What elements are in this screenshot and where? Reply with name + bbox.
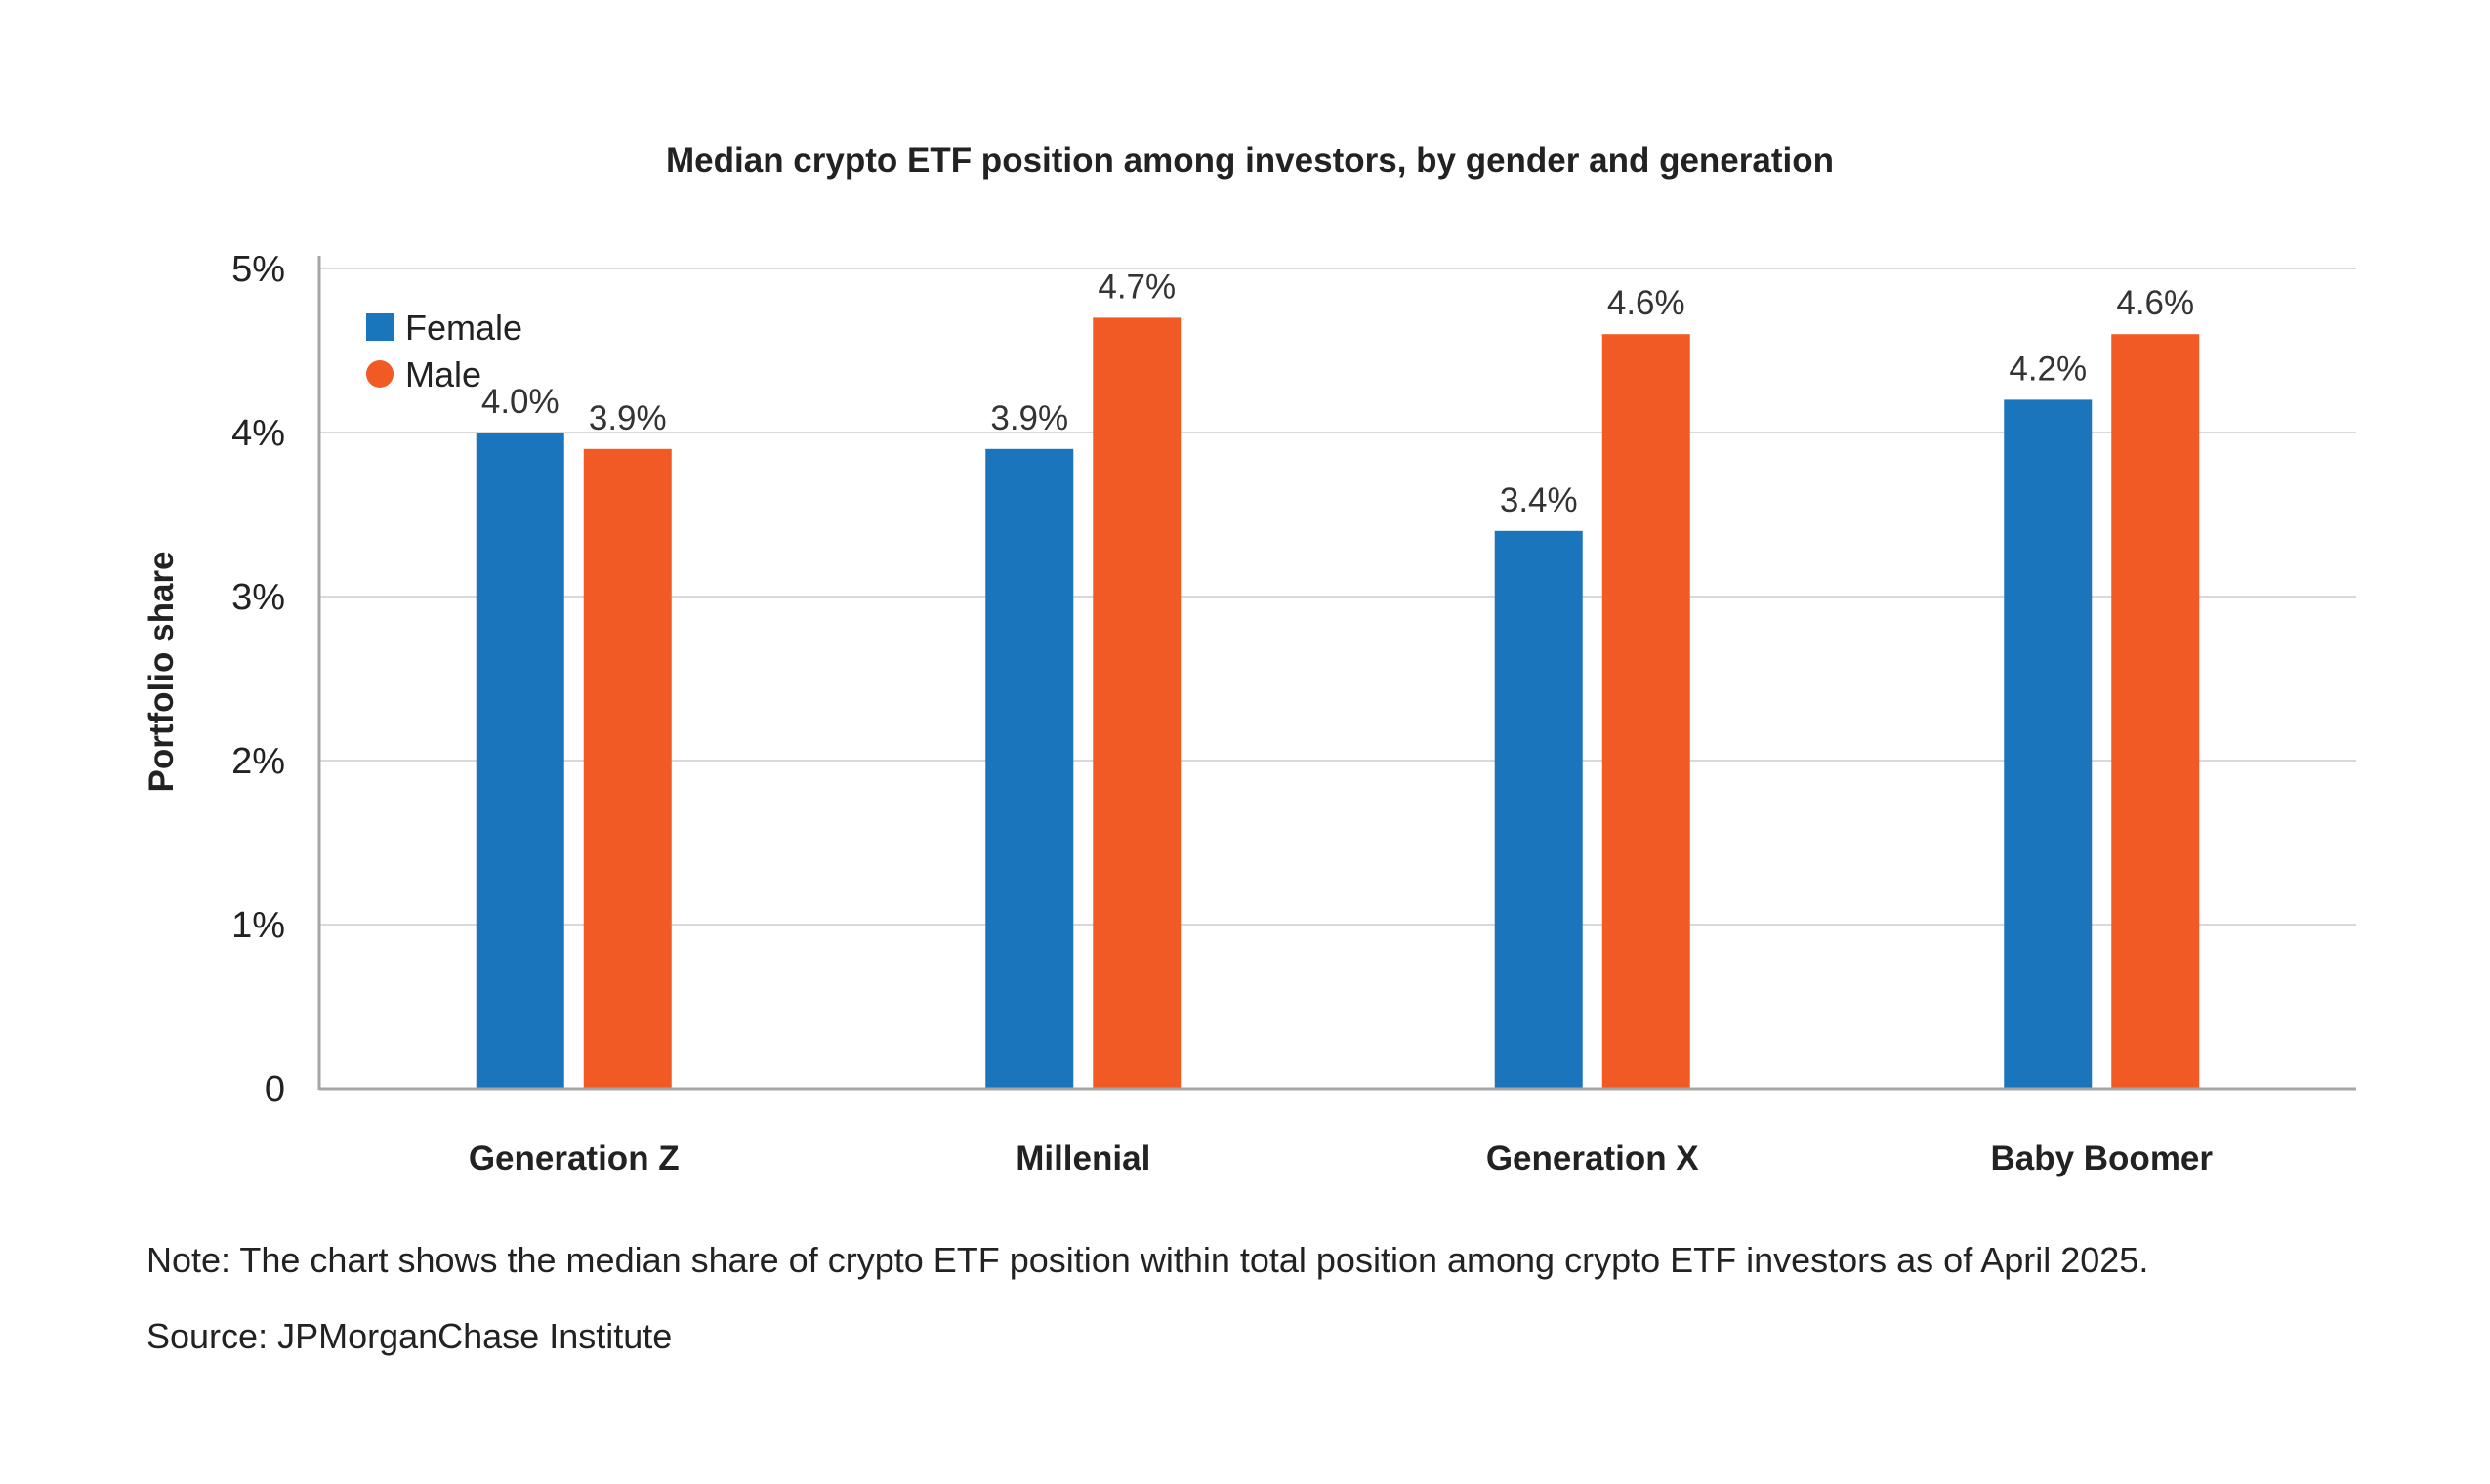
y-tick-label: 5% bbox=[231, 249, 285, 290]
bar-female bbox=[1494, 530, 1583, 1089]
y-tick-label: 2% bbox=[231, 741, 285, 782]
data-label: 4.6% bbox=[1607, 284, 1685, 322]
data-label: 4.7% bbox=[1098, 268, 1176, 306]
data-label: 3.9% bbox=[589, 399, 667, 437]
bars bbox=[476, 317, 2200, 1089]
legend-swatch-female bbox=[366, 313, 394, 341]
x-category-label: Generation Z bbox=[469, 1139, 680, 1177]
data-label: 4.2% bbox=[2009, 350, 2087, 388]
data-label: 4.0% bbox=[481, 383, 560, 421]
legend-label-female: Female bbox=[405, 308, 522, 348]
legend: Female Male bbox=[366, 308, 522, 394]
x-category-label: Generation X bbox=[1486, 1139, 1699, 1177]
bar-female bbox=[985, 448, 1074, 1089]
y-tick-label: 1% bbox=[231, 905, 285, 946]
bar-female bbox=[476, 433, 564, 1089]
axes bbox=[317, 256, 2356, 1091]
bar-male bbox=[1093, 317, 1182, 1089]
x-category-label: Baby Boomer bbox=[1990, 1139, 2213, 1177]
legend-label-male: Male bbox=[405, 354, 481, 394]
chart-title: Median crypto ETF position among investo… bbox=[666, 142, 1834, 180]
data-label: 3.4% bbox=[1500, 481, 1578, 519]
y-tick-label: 3% bbox=[231, 577, 285, 618]
bar-male bbox=[1601, 334, 1690, 1089]
x-category-label: Millenial bbox=[1016, 1139, 1150, 1177]
bar-male bbox=[583, 448, 672, 1089]
y-axis-title: Portfolio share bbox=[143, 552, 181, 793]
data-label: 3.9% bbox=[990, 399, 1068, 437]
legend-swatch-male bbox=[366, 360, 394, 388]
labels: 0 1% 2% 3% 4% 5% 4.0% 3.9% Generation Z 3.9% 4.7% M… bbox=[231, 249, 2213, 1177]
bar-female bbox=[2004, 399, 2093, 1089]
y-tick-label: 4% bbox=[231, 413, 285, 454]
chart-note: Note: The chart shows the median share o… bbox=[146, 1240, 2149, 1280]
y-tick-label: 0 bbox=[265, 1069, 285, 1110]
bar-male bbox=[2111, 334, 2200, 1089]
chart-source: Source: JPMorganChase Institute bbox=[146, 1316, 673, 1356]
data-label: 4.6% bbox=[2116, 284, 2194, 322]
